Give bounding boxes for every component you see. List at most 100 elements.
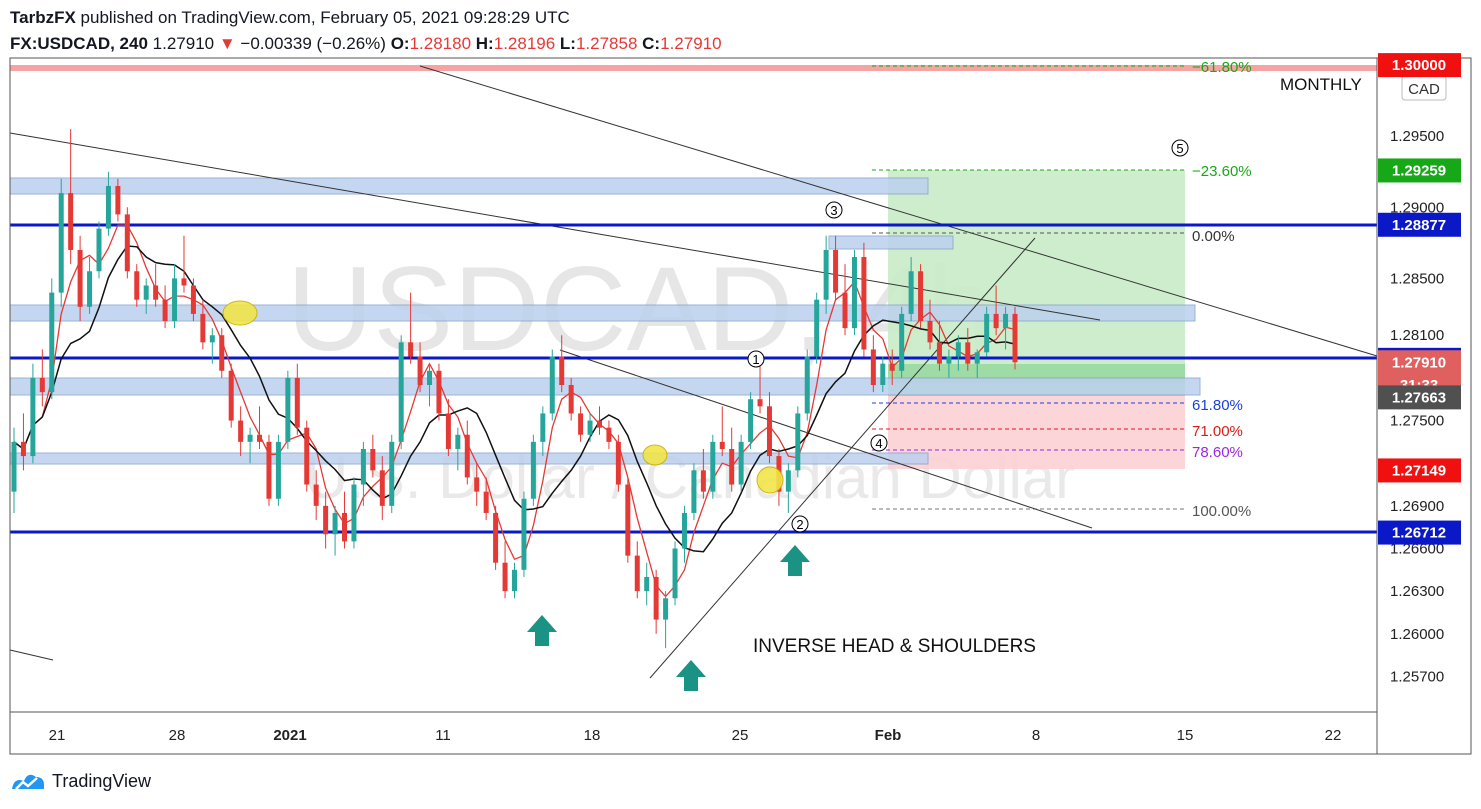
candle: [219, 335, 225, 371]
candle: [115, 185, 121, 215]
price-tag-bg: [1378, 350, 1461, 375]
close-label: C:: [642, 34, 661, 53]
price-tag-bg: [1378, 385, 1461, 410]
x-tick-label: 25: [732, 727, 749, 744]
candle: [483, 491, 489, 513]
candle: [417, 356, 423, 385]
candle: [804, 356, 810, 414]
candle: [105, 185, 111, 229]
y-tick-label: 1.26000: [1390, 626, 1444, 643]
candle: [814, 299, 820, 357]
candle: [228, 370, 234, 421]
x-tick-label: 2021: [273, 727, 306, 744]
candle: [20, 441, 26, 457]
candle: [285, 377, 291, 442]
fast-ma-line: [13, 224, 1016, 598]
y-tick-label: 1.26600: [1390, 541, 1444, 558]
candle: [757, 399, 763, 407]
candle: [766, 406, 772, 457]
shoulder-marker: [222, 300, 258, 326]
candle: [134, 271, 140, 300]
slow-ma-line: [13, 245, 1016, 553]
y-tick-label: 1.28500: [1390, 270, 1444, 287]
candle: [493, 512, 499, 563]
candle: [851, 257, 857, 329]
x-tick-label: 21: [49, 727, 66, 744]
y-tick-label: 1.28100: [1390, 327, 1444, 344]
author-name: TarbzFX: [10, 8, 76, 27]
last-price: 1.27910: [152, 34, 215, 53]
up-arrow-icon: [780, 545, 810, 576]
wave-label: 3: [830, 203, 837, 218]
price-tag-bg: [1378, 158, 1461, 183]
price-tags: 1.300001.292591.288771.279271.2791031:33…: [1378, 53, 1461, 545]
y-tick-label: 1.27500: [1390, 413, 1444, 430]
candle: [672, 548, 678, 599]
high-value: 1.28196: [493, 34, 556, 53]
fib-label: 78.60%: [1192, 444, 1243, 461]
zone-box: [828, 235, 954, 250]
candle: [313, 484, 319, 506]
candle: [918, 271, 924, 322]
shoulder-marker: [642, 444, 668, 466]
x-tick-label: 15: [1177, 727, 1194, 744]
fib-labels: −61.80% −23.60% 0.00% 61.80% 71.00% 78.6…: [1192, 59, 1252, 520]
candle: [49, 292, 55, 393]
candle: [880, 363, 886, 385]
y-tick-label: 1.26900: [1390, 498, 1444, 515]
candle: [190, 285, 196, 314]
candle: [172, 278, 178, 322]
candle: [946, 356, 952, 364]
low-label: L:: [559, 34, 576, 53]
candle: [96, 228, 102, 272]
candle: [408, 342, 414, 357]
price-tag-label: 1.27910: [1392, 354, 1446, 371]
candle: [681, 512, 687, 549]
candle: [379, 470, 385, 506]
x-tick-label: 11: [435, 727, 451, 744]
candle: [578, 413, 584, 435]
price-tag-bg: [1378, 53, 1461, 78]
candle: [870, 349, 876, 385]
candle: [955, 342, 961, 357]
y-tick-label: 1.29000: [1390, 199, 1444, 216]
candle: [162, 299, 168, 322]
candle: [568, 385, 574, 414]
candle: [625, 484, 631, 556]
wave-label: 4: [875, 436, 882, 451]
x-tick-label: 28: [169, 727, 186, 744]
candle: [200, 313, 206, 343]
candle: [445, 413, 451, 449]
candle: [823, 249, 829, 300]
low-value: 1.27858: [575, 34, 638, 53]
y-tick-label: 1.26300: [1390, 583, 1444, 600]
ohlc-bar: FX:USDCAD, 240 1.27910 ▼ −0.00339 (−0.26…: [10, 34, 722, 54]
fib-lines: [872, 65, 1185, 510]
candle: [427, 370, 433, 385]
chart-frame: [9, 57, 1472, 755]
up-arrow-icon: [676, 660, 706, 691]
arrow-group: [527, 545, 810, 691]
y-tick-label: 1.29500: [1390, 128, 1444, 145]
candle: [351, 484, 357, 542]
price-tag-label: 1.30000: [1392, 57, 1446, 74]
candle: [370, 448, 376, 471]
candle: [153, 285, 159, 300]
candle: [653, 576, 659, 620]
candle: [360, 448, 366, 485]
candle: [530, 441, 536, 499]
fib-label: −61.80%: [1192, 59, 1252, 76]
x-tick-label: 18: [584, 727, 601, 744]
up-arrow-icon: [527, 615, 557, 646]
wave-labels: 1 2 3 4 5: [747, 139, 1189, 533]
candle: [455, 434, 461, 449]
price-tag-bg: [1378, 520, 1461, 545]
pattern-annotation: INVERSE HEAD & SHOULDERS: [753, 636, 1036, 657]
candle: [39, 377, 45, 393]
candle: [936, 342, 942, 364]
candle: [719, 441, 725, 449]
candle: [596, 420, 602, 428]
tradingview-logo[interactable]: TradingView: [10, 769, 151, 793]
price-tag-bg: [1378, 458, 1461, 483]
